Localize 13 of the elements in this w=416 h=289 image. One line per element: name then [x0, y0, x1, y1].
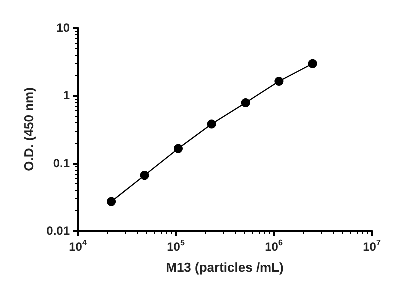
y-tick-label: 1 [63, 88, 70, 103]
point [308, 59, 318, 68]
point [174, 144, 183, 154]
point [140, 171, 150, 180]
y-tick-label: 0.01 [46, 224, 70, 238]
y-axis-title: O.D. (450 nm) [22, 88, 37, 172]
x-axis-title: M13 (particles /mL) [166, 260, 284, 275]
point [241, 98, 250, 108]
point [207, 120, 216, 129]
y-tick-label: 0.1 [53, 156, 70, 170]
y-tick-label: 10 [56, 21, 70, 35]
point [107, 197, 116, 206]
point [274, 76, 284, 86]
